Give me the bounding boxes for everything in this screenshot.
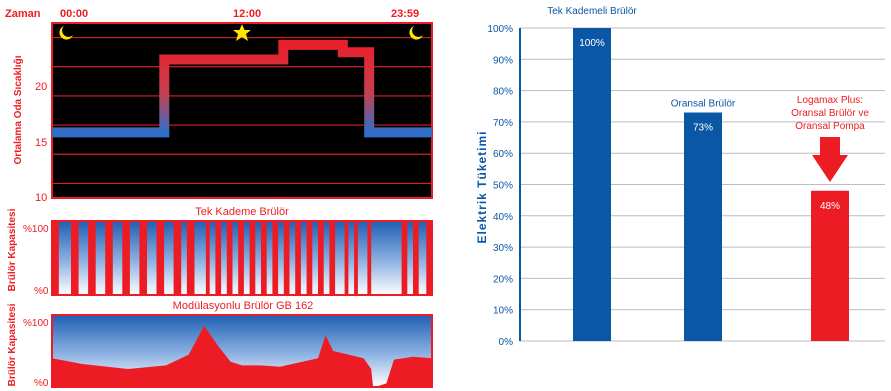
stage-on-bar [238, 221, 244, 295]
electricity-ylabel: Elektrik Tüketimi [475, 130, 489, 243]
temperature-ytick-20: 20 [35, 81, 47, 93]
electricity-category-label: Oransal Brülör ve [791, 108, 869, 119]
electricity-yticks: 0% 10% 20% 30% 40% 50% 60% 70% 80% 90% 100% [487, 24, 513, 348]
electricity-category-label: Oransal Brülör [671, 99, 736, 110]
stage-on-bar [249, 221, 256, 295]
stage-on-bar [205, 221, 210, 295]
stage-on-bar [88, 221, 96, 295]
electricity-ytick: 100% [487, 24, 513, 35]
stage-on-bar [122, 221, 130, 295]
stage-on-bar [283, 221, 290, 295]
stage-on-bar [261, 221, 267, 295]
moon-icon [59, 26, 73, 40]
time-tick-end: 23:59 [391, 8, 419, 20]
electricity-bar [573, 28, 611, 341]
electricity-bar [684, 112, 722, 341]
temperature-ytick-10: 10 [35, 192, 47, 204]
stage-on-bar [354, 221, 358, 295]
temperature-grid [52, 36, 432, 185]
time-tick-noon: 12:00 [233, 8, 261, 20]
electricity-category-label: Logamax Plus: [797, 95, 863, 106]
temperature-ytick-15: 15 [35, 137, 47, 149]
stage-on-bar [272, 221, 279, 295]
stage-on-bar [139, 221, 147, 295]
stage-on-bar [426, 221, 432, 295]
temperature-ylabel: Ortalama Oda Sıcaklığı [13, 55, 24, 164]
electricity-bar [811, 190, 849, 341]
electricity-ytick: 20% [493, 274, 513, 285]
stage-burner-chart: Tek Kademe Brülör %100 %0 Brülör Kapasit… [7, 206, 433, 297]
modulating-ytick-0: %0 [34, 378, 49, 389]
stage-on-bar [344, 221, 349, 295]
stage-on-bar [71, 221, 79, 295]
electricity-chart: 0% 10% 20% 30% 40% 50% 60% 70% 80% 90% 100% 100% 73… [475, 6, 885, 348]
modulating-burner-chart: Modülasyonlu Brülör GB 162 %100 %0 Brülö… [7, 300, 433, 389]
stage-on-bar [105, 221, 113, 295]
electricity-ytick: 70% [493, 118, 513, 129]
electricity-ytick: 60% [493, 149, 513, 160]
arrow-down-icon [812, 137, 848, 182]
electricity-labels: 100% 73% 48% Tek Kademeli Brülör Oransal Brü… [547, 6, 869, 212]
temperature-line [52, 39, 432, 138]
stage-on-bar [215, 221, 222, 295]
stage-on-bar [226, 221, 233, 295]
electricity-ytick: 30% [493, 243, 513, 254]
moon-icon [409, 26, 423, 40]
electricity-value-label: 100% [579, 38, 605, 49]
time-tick-start: 00:00 [60, 8, 88, 20]
time-axis-label: Zaman [5, 8, 41, 20]
stage-chart-title: Tek Kademe Brülör [195, 206, 289, 218]
modulating-ylabel: Brülör Kapasitesi [7, 303, 18, 386]
stage-on-bar [306, 221, 313, 295]
stage-on-bar [401, 221, 408, 295]
modulating-chart-title: Modülasyonlu Brülör GB 162 [173, 300, 314, 312]
electricity-ytick: 50% [493, 181, 513, 192]
stage-on-bar [173, 221, 182, 295]
stage-on-bar [295, 221, 301, 295]
electricity-ytick: 90% [493, 55, 513, 66]
stage-on-bar [318, 221, 324, 295]
electricity-category-label: Tek Kademeli Brülör [547, 6, 637, 17]
modulating-area [52, 325, 432, 387]
stage-ytick-0: %0 [34, 286, 49, 297]
electricity-ytick: 40% [493, 212, 513, 223]
stage-on-bar [52, 221, 59, 295]
stage-bars [52, 221, 432, 295]
electricity-value-label: 48% [820, 201, 840, 212]
electricity-bars [573, 28, 849, 341]
stage-ytick-100: %100 [23, 224, 49, 235]
electricity-value-label: 73% [693, 123, 713, 134]
stage-on-bar [186, 221, 195, 295]
stage-on-bar [367, 221, 372, 295]
sun-icon [233, 24, 251, 41]
stage-on-bar [156, 221, 165, 295]
electricity-ytick: 0% [499, 337, 514, 348]
temperature-plot-area [51, 22, 433, 199]
temperature-chart: 20 15 10 Ortalama Oda Sıcaklığı [13, 22, 433, 204]
stage-on-bar [413, 221, 419, 295]
modulating-ytick-100: %100 [23, 318, 49, 329]
electricity-ytick: 10% [493, 306, 513, 317]
stage-on-bar [329, 221, 336, 295]
electricity-ytick: 80% [493, 87, 513, 98]
electricity-category-label: Oransal Pompa [795, 121, 865, 132]
stage-ylabel: Brülör Kapasitesi [7, 208, 18, 291]
